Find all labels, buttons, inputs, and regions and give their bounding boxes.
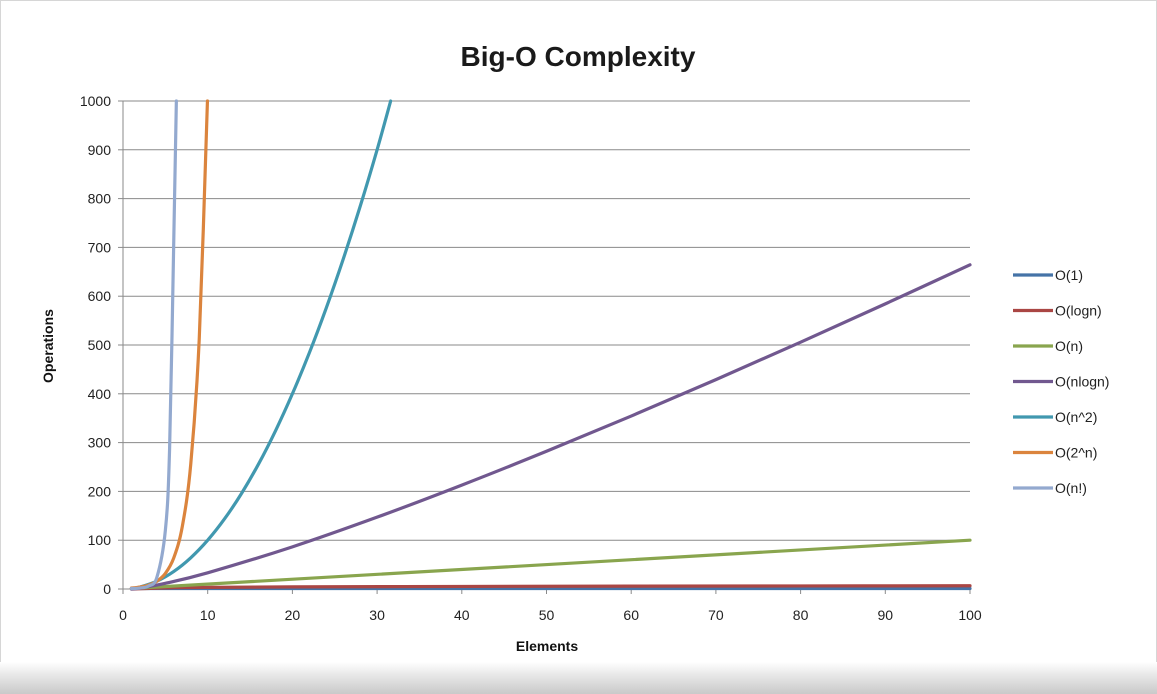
legend-label: O(2^n) xyxy=(1055,445,1097,461)
x-tick-label: 80 xyxy=(793,607,809,623)
y-axis-label: Operations xyxy=(40,309,56,383)
series-line-3 xyxy=(129,538,972,591)
series-line-2 xyxy=(129,584,972,591)
gridlines xyxy=(123,100,970,541)
legend-label: O(n!) xyxy=(1055,480,1087,496)
x-tick-label: 30 xyxy=(369,607,385,623)
x-tick-label: 100 xyxy=(958,607,982,623)
series-line-7 xyxy=(129,99,178,591)
y-tick-label: 500 xyxy=(88,337,112,353)
y-tick-label: 800 xyxy=(88,191,112,207)
series-line-5 xyxy=(129,99,393,591)
y-tick-label: 200 xyxy=(88,483,112,499)
x-tick-label: 50 xyxy=(539,607,555,623)
x-tick-label: 40 xyxy=(454,607,470,623)
x-tick-label: 20 xyxy=(285,607,301,623)
y-tick-label: 1000 xyxy=(80,93,111,109)
x-tick-label: 70 xyxy=(708,607,724,623)
y-tick-label: 300 xyxy=(88,435,112,451)
x-tick-label: 0 xyxy=(119,607,127,623)
x-axis-label: Elements xyxy=(516,638,578,654)
x-tick-label: 10 xyxy=(200,607,216,623)
y-tick-label: 900 xyxy=(88,142,112,158)
legend-label: O(n^2) xyxy=(1055,409,1097,425)
y-tick-label: 600 xyxy=(88,288,112,304)
legend: O(1) O(logn) O(n) O(nlogn) O(n^2) O(2^n) O(n!) xyxy=(1013,267,1109,496)
y-tick-label: 400 xyxy=(88,386,112,402)
y-tick-label: 100 xyxy=(88,532,112,548)
legend-label: O(1) xyxy=(1055,267,1083,283)
axes xyxy=(118,100,971,594)
legend-label: O(logn) xyxy=(1055,303,1102,319)
series-lines xyxy=(129,99,972,591)
legend-label: O(nlogn) xyxy=(1055,374,1109,390)
series-line-4 xyxy=(129,263,972,591)
x-tick-label: 60 xyxy=(623,607,639,623)
bottom-band xyxy=(0,662,1157,694)
legend-label: O(n) xyxy=(1055,338,1083,354)
x-tick-label: 90 xyxy=(878,607,894,623)
tick-labels: 0 100 200 300 400 500 600 700 800 900 1000 0 10 20 30 4… xyxy=(80,93,982,623)
y-tick-label: 0 xyxy=(103,581,111,597)
chart-title: Big-O Complexity xyxy=(461,41,696,72)
y-tick-label: 700 xyxy=(88,239,112,255)
